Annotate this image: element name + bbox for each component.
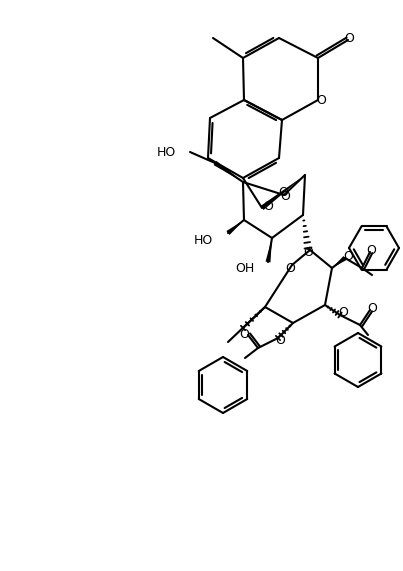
Text: HO: HO	[157, 147, 176, 159]
Text: O: O	[239, 328, 249, 340]
Text: O: O	[280, 190, 290, 203]
Polygon shape	[226, 220, 244, 235]
Text: O: O	[285, 262, 295, 275]
Text: O: O	[367, 301, 377, 315]
Polygon shape	[266, 238, 272, 263]
Polygon shape	[214, 161, 243, 182]
Text: O: O	[275, 335, 285, 348]
Polygon shape	[306, 246, 310, 250]
Text: O: O	[316, 94, 326, 107]
Text: O: O	[263, 199, 273, 212]
Text: O: O	[303, 246, 313, 259]
Text: O: O	[344, 31, 354, 45]
Text: O: O	[343, 251, 353, 263]
Text: OH: OH	[235, 262, 254, 275]
Polygon shape	[332, 256, 347, 268]
Polygon shape	[260, 175, 305, 210]
Text: O: O	[338, 307, 348, 320]
Text: HO: HO	[194, 234, 213, 247]
Text: O: O	[366, 243, 376, 256]
Text: O: O	[278, 187, 288, 199]
